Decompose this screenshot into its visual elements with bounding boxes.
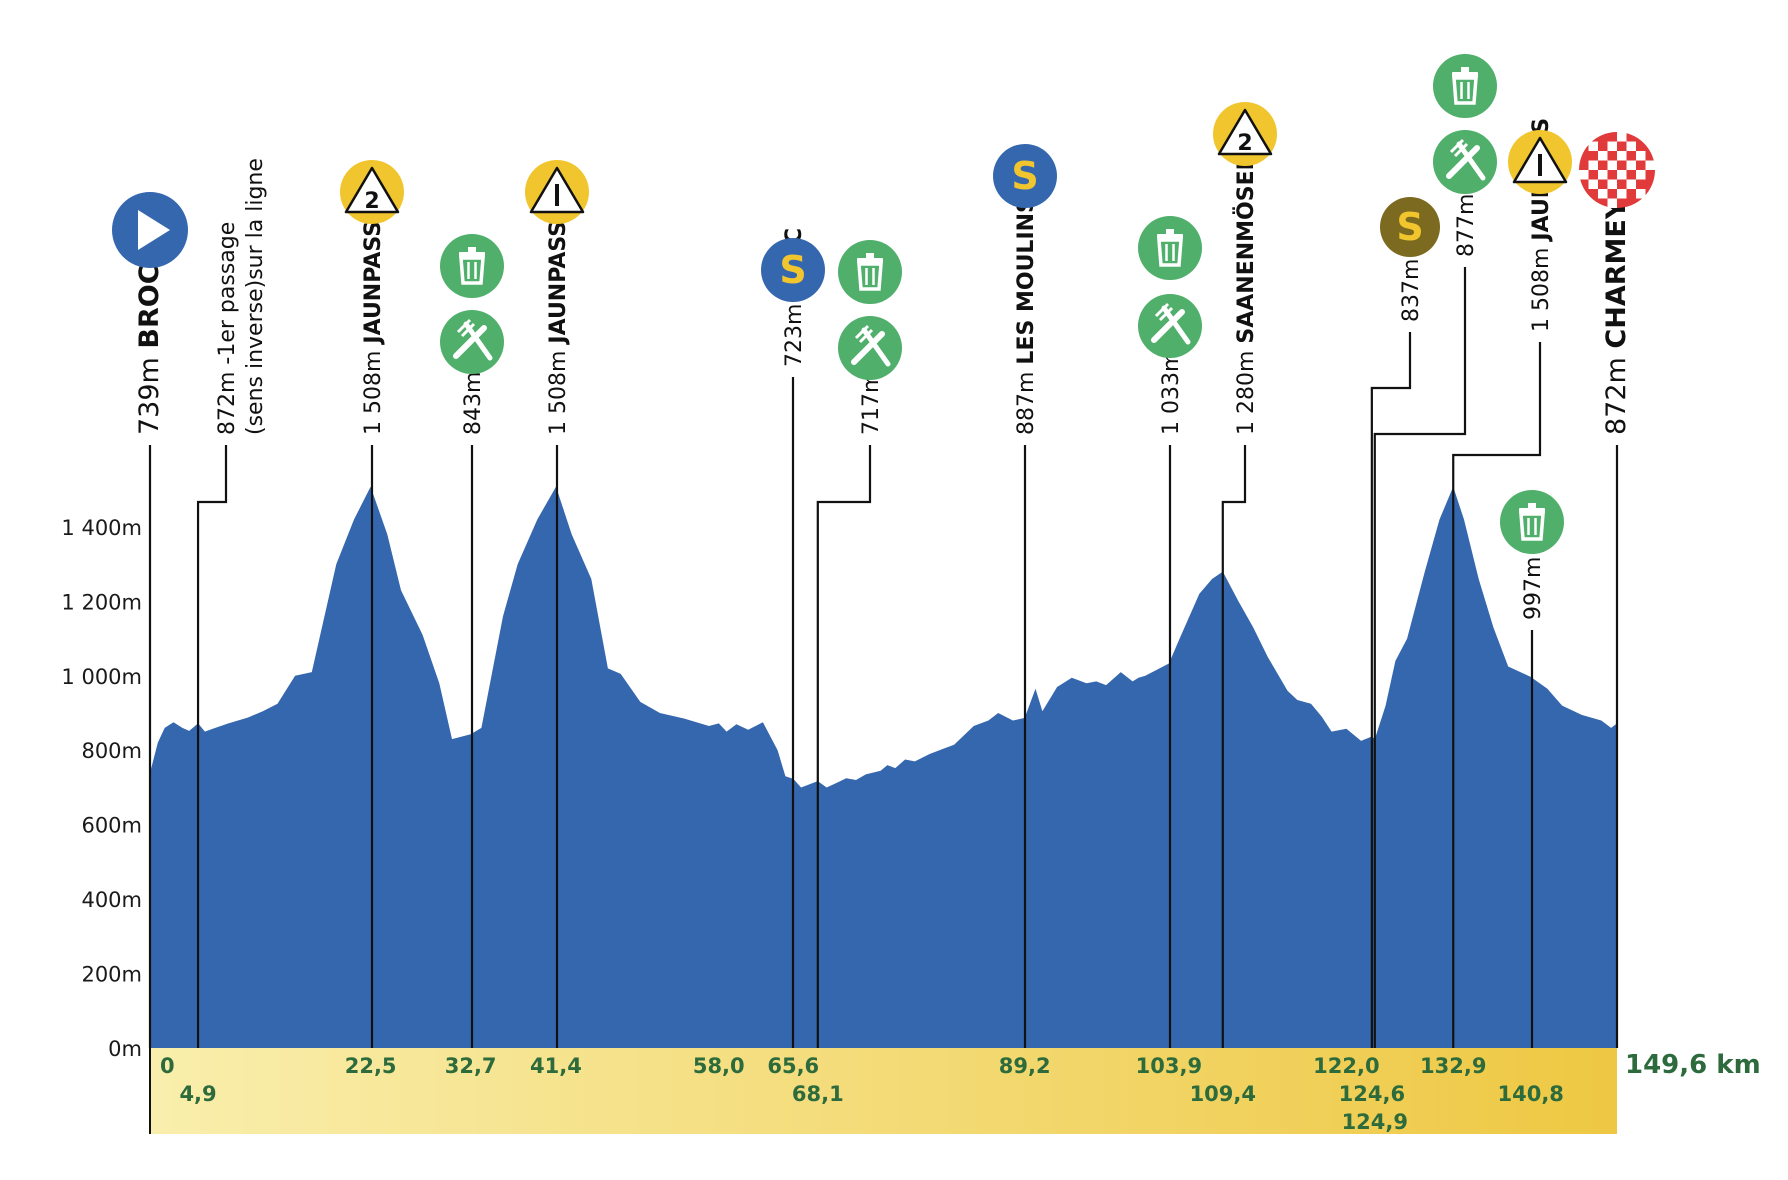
km-label: 4,9 <box>179 1082 216 1106</box>
waypoint-altitude: 1 280m <box>1234 344 1259 435</box>
waypoint-label: 872m CHARMEY <box>1601 199 1632 435</box>
marker-line <box>816 445 872 1048</box>
waypoint-label: 843m <box>461 372 486 435</box>
waypoint-name: SAANENMÖSER <box>1233 153 1259 343</box>
waypoint-name: JAUNPASS <box>546 221 571 346</box>
km-label: 124,9 <box>1342 1110 1408 1134</box>
waypoint-name: CHARMEY <box>1601 199 1632 348</box>
waypoint-label: 717m <box>859 372 884 435</box>
climb-category-1-icon <box>525 160 589 224</box>
waypoint-altitude: 739m <box>134 349 165 435</box>
svg-text:S: S <box>1396 205 1423 249</box>
km-label: 32,7 <box>445 1054 497 1078</box>
waypoint-name: JAUNPASS <box>361 221 386 346</box>
marker-line <box>1221 445 1247 1048</box>
svg-text:2: 2 <box>364 189 379 214</box>
waste-zone-bin-icon <box>1138 216 1202 280</box>
y-tick-label: 0m <box>108 1037 142 1061</box>
svg-text:S: S <box>779 248 806 292</box>
marker-line <box>1370 332 1412 1048</box>
km-label: 124,6 <box>1339 1082 1405 1106</box>
waypoint-altitude: 1 508m <box>546 344 571 435</box>
waypoint-markers: 739m BROC 872m -1er passage (sens inverse)… <box>112 54 1655 1048</box>
svg-text:2: 2 <box>1237 131 1252 156</box>
waypoint-altitude: 877m <box>1454 194 1479 257</box>
marker-line <box>1452 342 1542 1048</box>
waste-zone-bin-icon <box>440 234 504 298</box>
waypoint-note-line2: (sens inverse)sur la ligne <box>243 158 268 435</box>
feed-zone-cutlery-icon <box>440 310 504 374</box>
waypoint-label: 1 508m JAUNPASS <box>361 221 386 435</box>
waypoint-altitude: 717m <box>859 372 884 435</box>
finish-flag-icon <box>1579 132 1655 208</box>
sprint-icon: S <box>993 144 1057 208</box>
km-label: 109,4 <box>1190 1082 1256 1106</box>
y-tick-label: 1 000m <box>61 665 142 689</box>
start-icon <box>112 192 188 268</box>
climb-category-1-icon <box>1508 130 1572 194</box>
km-label: 103,9 <box>1136 1054 1202 1078</box>
sprint-icon: S <box>761 238 825 302</box>
waypoint-altitude: 1 508m <box>1529 241 1554 332</box>
waypoint-name: BROC <box>134 264 165 348</box>
km-label: 22,5 <box>345 1054 397 1078</box>
distance-band <box>150 1048 1617 1134</box>
waypoint-altitude: 1 508m <box>361 344 386 435</box>
waypoint-label: 887m LES MOULINS <box>1014 197 1039 435</box>
km-label: 58,0 <box>693 1054 745 1078</box>
km-label: 132,9 <box>1420 1054 1486 1078</box>
waypoint-altitude: 723m <box>782 297 807 367</box>
svg-text:S: S <box>1011 154 1038 198</box>
km-label: 65,6 <box>767 1054 819 1078</box>
total-distance-label: 149,6 km <box>1625 1050 1761 1080</box>
y-tick-label: 800m <box>81 739 142 763</box>
waypoint-label: 877m <box>1454 194 1479 257</box>
km-label: 68,1 <box>792 1082 844 1106</box>
waypoint-altitude: 843m <box>461 372 486 435</box>
km-labels: 04,9 22,5 32,7 41,4 58,0 65,6 68,1 89,2 103,9 109… <box>160 1054 1564 1134</box>
marker-line <box>196 445 228 1048</box>
waypoint-altitude: 1 033m <box>1159 351 1184 435</box>
waypoint-note: -1er passage <box>215 222 240 365</box>
waypoint-name: LES MOULINS <box>1014 197 1039 364</box>
waypoint-label: 872m -1er passage <box>215 222 240 435</box>
intermediate-sprint-icon: S <box>1380 197 1440 257</box>
feed-zone-cutlery-icon <box>1433 130 1497 194</box>
waste-zone-bin-icon <box>1500 490 1564 554</box>
feed-zone-cutlery-icon <box>1138 294 1202 358</box>
waste-zone-bin-icon <box>838 240 902 304</box>
climb-category-2-icon: 2 <box>1213 102 1277 166</box>
elevation-profile-area <box>150 486 1617 1048</box>
waste-zone-bin-icon <box>1433 54 1497 118</box>
y-tick-label: 600m <box>81 814 142 838</box>
y-tick-label: 200m <box>81 963 142 987</box>
marker-line <box>1373 267 1467 1048</box>
waypoint-label: 1 033m <box>1159 351 1184 435</box>
waypoint-altitude: 887m <box>1014 365 1039 435</box>
waypoint-altitude: 872m <box>215 365 240 435</box>
waypoint-label: 739m BROC <box>134 264 165 435</box>
y-axis: 0m 200m 400m 600m 800m 1 000m 1 200m 1 400m <box>61 516 142 1061</box>
waypoint-altitude: 997m <box>1521 557 1546 620</box>
waypoint-label: 1 280m SAANENMÖSER <box>1233 153 1259 435</box>
km-label: 89,2 <box>999 1054 1051 1078</box>
y-tick-label: 1 400m <box>61 516 142 540</box>
waypoint-label: 1 508m JAUNPASS <box>546 221 571 435</box>
waypoint-label: 837m <box>1399 259 1424 322</box>
km-label: 41,4 <box>530 1054 582 1078</box>
km-label: 122,0 <box>1313 1054 1379 1078</box>
climb-category-2-icon: 2 <box>340 160 404 224</box>
waypoint-label: 997m <box>1521 557 1546 620</box>
km-label: 140,8 <box>1497 1082 1563 1106</box>
y-tick-label: 1 200m <box>61 590 142 614</box>
waypoint-altitude: 872m <box>1601 349 1632 435</box>
km-label: 0 <box>160 1054 175 1078</box>
feed-zone-cutlery-icon <box>838 316 902 380</box>
waypoint-altitude: 837m <box>1399 259 1424 322</box>
y-tick-label: 400m <box>81 888 142 912</box>
